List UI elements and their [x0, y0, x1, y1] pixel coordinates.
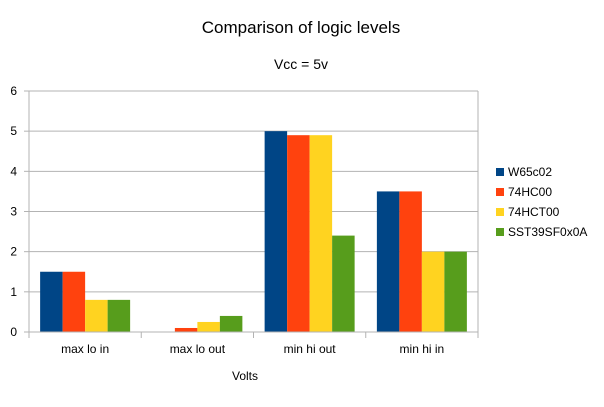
bar-group: [40, 131, 467, 332]
legend-swatch: [496, 168, 504, 176]
y-tick-label: 1: [10, 285, 17, 299]
bar: [309, 135, 333, 332]
bar: [264, 131, 288, 332]
bar: [85, 299, 108, 332]
legend-label: SST39SF0x0A: [508, 225, 587, 239]
y-tick-label: 0: [10, 325, 17, 339]
bar: [107, 299, 131, 332]
legend-swatch: [496, 208, 504, 216]
chart-title: Comparison of logic levels: [202, 18, 400, 37]
bar: [219, 315, 243, 332]
y-tick-label: 4: [10, 164, 17, 178]
bar: [287, 135, 310, 332]
bar: [40, 271, 63, 332]
bar: [444, 251, 467, 332]
legend-label: 74HC00: [508, 185, 552, 199]
chart-subtitle: Vcc = 5v: [274, 56, 328, 72]
gridlines: [29, 90, 478, 333]
bar: [197, 321, 220, 332]
bar: [421, 251, 445, 332]
bar: [399, 191, 422, 332]
category-label: max lo out: [170, 342, 226, 356]
bar: [62, 271, 86, 332]
legend-label: W65c02: [508, 165, 552, 179]
x-axis-label: Volts: [232, 369, 258, 383]
legend-swatch: [496, 228, 504, 236]
legend-swatch: [496, 188, 504, 196]
y-tick-label: 5: [10, 124, 17, 138]
x-axis-categories: max lo in max lo out min hi out min hi in: [28, 332, 479, 356]
bar: [376, 191, 400, 332]
y-tick-label: 3: [10, 205, 17, 219]
y-tick-label: 6: [10, 84, 17, 98]
bar: [332, 235, 355, 332]
category-label: min hi out: [284, 342, 337, 356]
legend: W65c02 74HC00 74HCT00 SST39SF0x0A: [496, 165, 587, 239]
bar: [174, 327, 198, 332]
legend-label: 74HCT00: [508, 205, 560, 219]
category-label: min hi in: [400, 342, 445, 356]
category-label: max lo in: [61, 342, 109, 356]
y-tick-label: 2: [10, 245, 17, 259]
y-axis-ticks: 0 1 2 3 4 5 6: [10, 84, 29, 339]
